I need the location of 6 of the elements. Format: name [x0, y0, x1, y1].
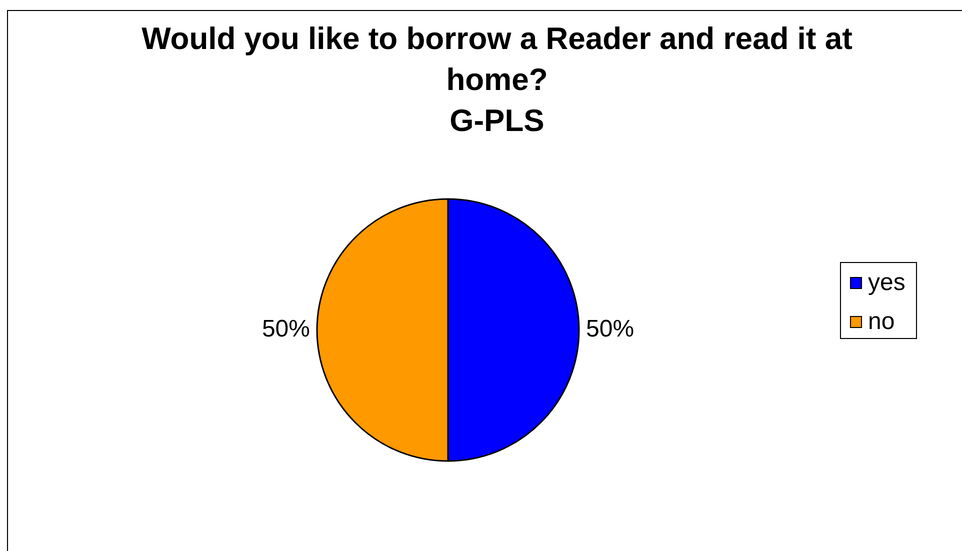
- chart-subtitle: G-PLS: [448, 102, 546, 140]
- data-label: 50%: [586, 316, 634, 343]
- legend-label: no: [868, 308, 895, 336]
- chart-title: Would you like to borrow a Reader and read it at home?: [140, 20, 854, 99]
- legend-label: yes: [868, 269, 906, 297]
- data-label: 50%: [262, 316, 310, 343]
